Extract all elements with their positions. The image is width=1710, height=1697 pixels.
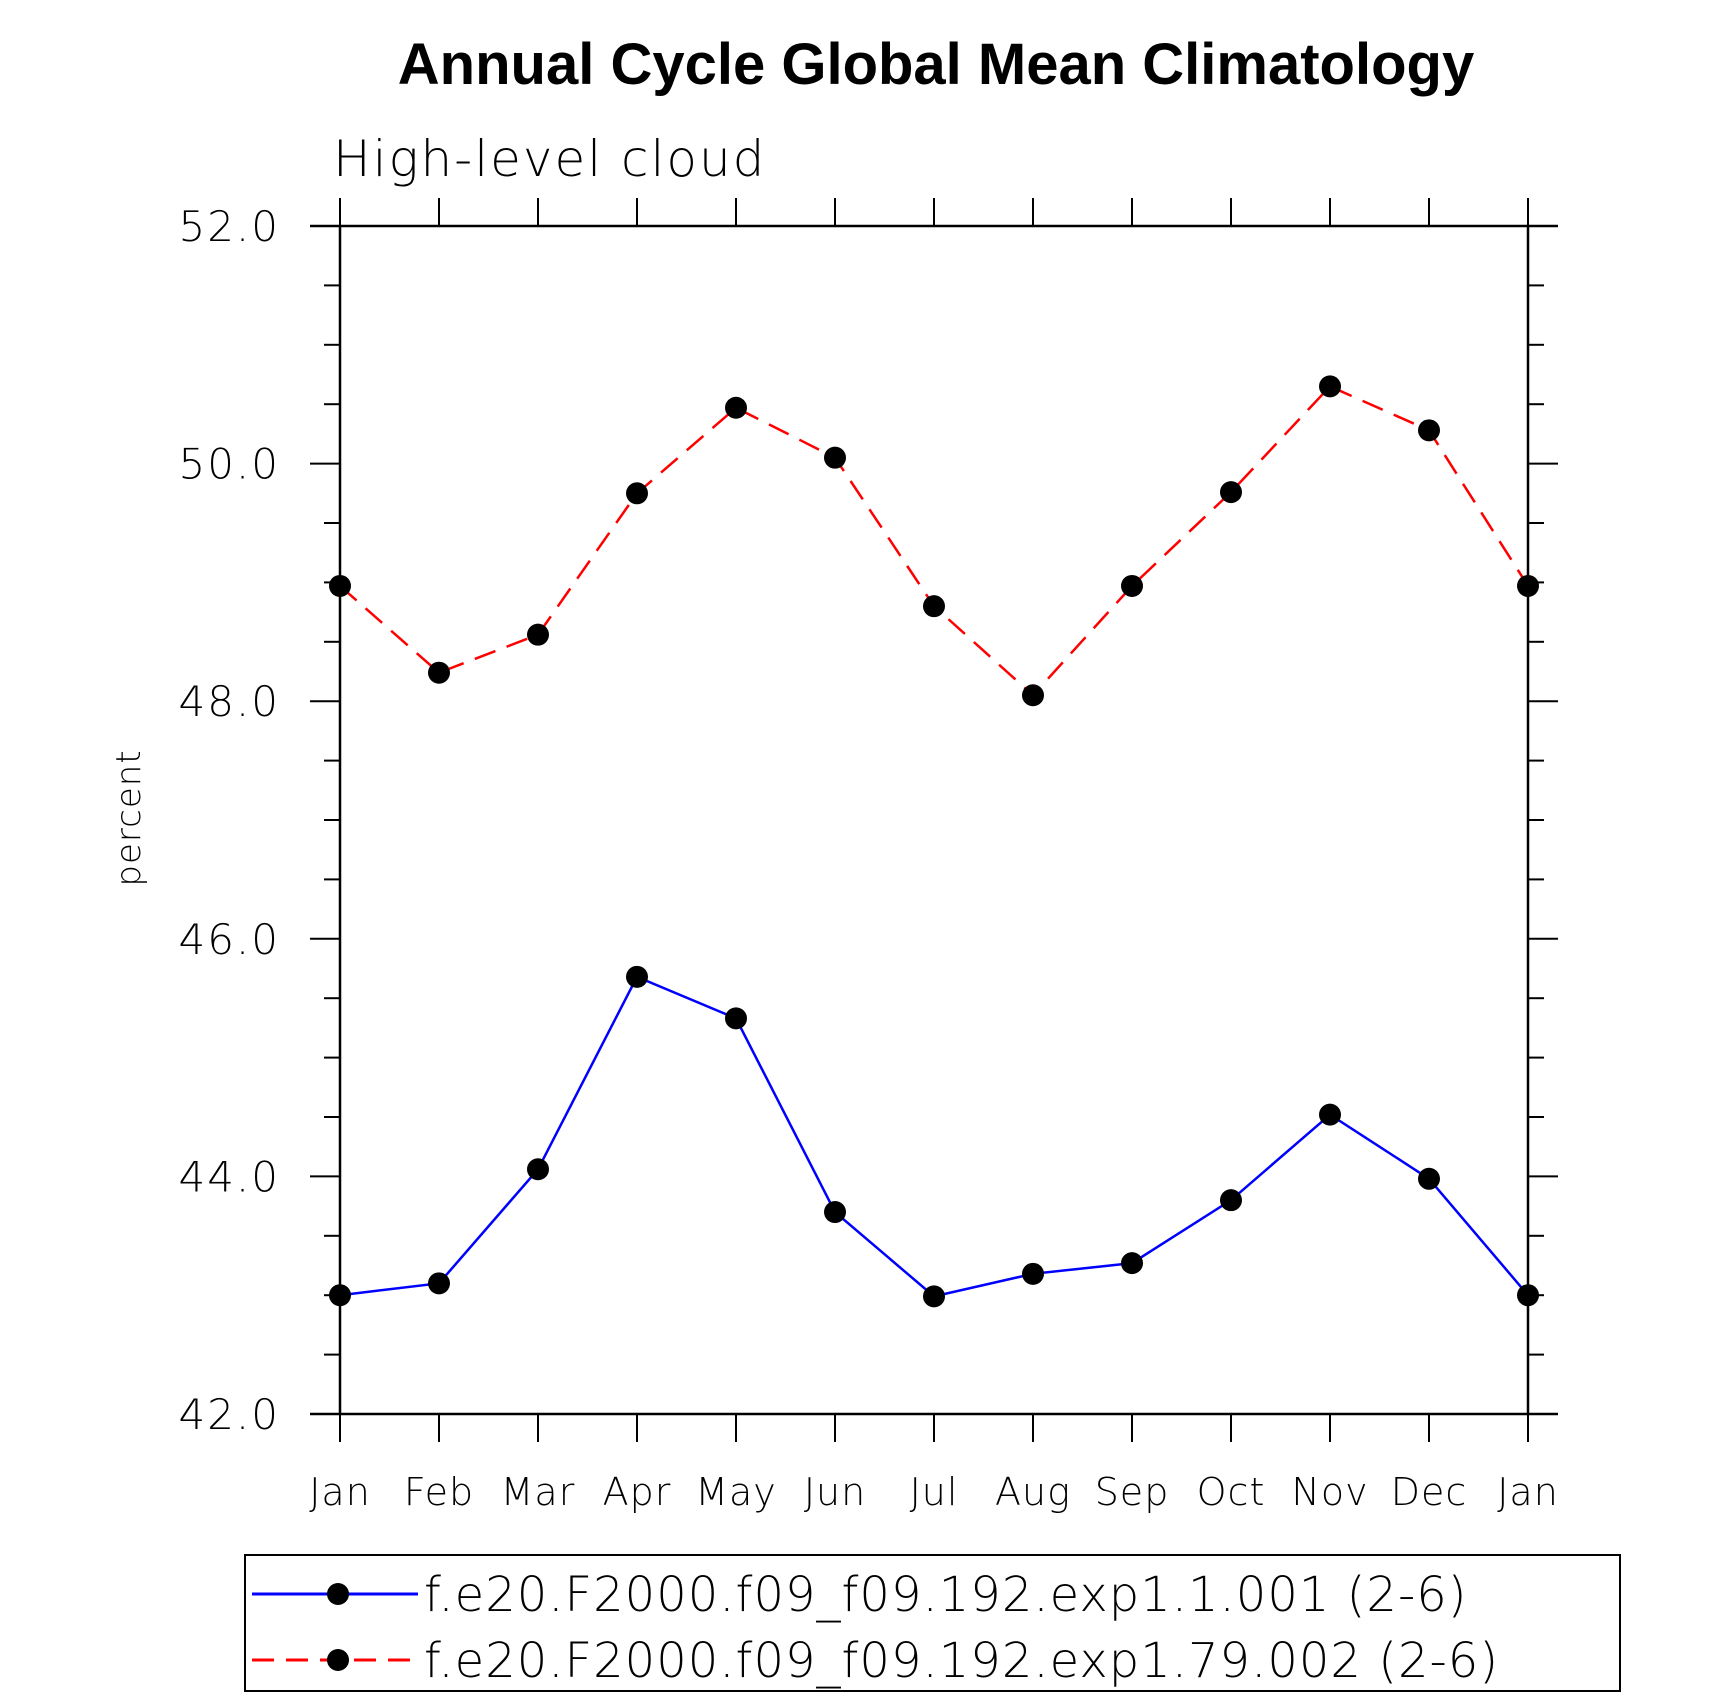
series-2-point [1319, 375, 1341, 398]
plot-axes [310, 198, 1558, 1442]
series-1-point [329, 1284, 351, 1307]
y-tick-label: 48.0 [178, 677, 280, 726]
y-tick-label: 50.0 [178, 440, 280, 489]
series-1-point [1517, 1284, 1539, 1307]
series-1-point [1022, 1262, 1044, 1285]
series-1-point [1220, 1189, 1242, 1212]
series-layer [329, 375, 1539, 1308]
chart-title: Annual Cycle Global Mean Climatology [398, 32, 1474, 97]
series-1-point [824, 1201, 846, 1224]
series-2-point [1121, 574, 1143, 597]
x-tick-label: May [695, 1470, 777, 1514]
series-2-point [725, 396, 747, 419]
series-2-point [428, 661, 450, 684]
series-2-point [329, 574, 351, 597]
x-tick-label: Apr [603, 1470, 672, 1514]
y-tick-label: 44.0 [178, 1152, 280, 1201]
series-line-1 [339, 975, 1529, 1298]
series-2-point [527, 623, 549, 646]
series-1-point [725, 1007, 747, 1030]
series-2-point [1418, 419, 1440, 442]
y-tick-label: 42.0 [178, 1390, 280, 1439]
series-1-point [1121, 1252, 1143, 1275]
legend-marker-series-2 [327, 1649, 349, 1671]
series-2-point [1517, 574, 1539, 597]
x-tick-label: Feb [404, 1470, 474, 1514]
x-tick-label: Dec [1391, 1470, 1468, 1514]
x-tick-label: Nov [1291, 1470, 1368, 1514]
x-tick-label: Jan [309, 1470, 371, 1514]
legend-label-series-1: f.e20.F2000.f09_f09.192.exp1.1.001 (2-6) [424, 1567, 1468, 1623]
series-2-point [1022, 684, 1044, 707]
x-tick-label: Sep [1095, 1470, 1170, 1514]
y-tick-labels: 42.0 44.0 46.0 48.0 50.0 52.0 [178, 202, 280, 1439]
x-tick-label: Jan [1497, 1470, 1559, 1514]
series-1-point [527, 1158, 549, 1181]
x-tick-labels: Jan Feb Mar Apr May Jun Jul Aug Sep Oct Nov Dec Jan [309, 1470, 1559, 1514]
y-tick-label: 52.0 [178, 202, 280, 251]
legend-box [244, 1554, 1621, 1692]
series-2-point [626, 482, 648, 505]
series-line-2 [339, 384, 1530, 698]
series-1-point [1418, 1167, 1440, 1190]
x-tick-label: Aug [995, 1470, 1071, 1514]
x-tick-label: Oct [1197, 1470, 1266, 1514]
series-1-point [428, 1272, 450, 1295]
x-tick-label: Mar [501, 1470, 576, 1514]
legend-label-series-2: f.e20.F2000.f09_f09.192.exp1.79.002 (2-6… [424, 1633, 1499, 1689]
legend-marker-series-1 [327, 1583, 349, 1605]
series-2-point [923, 595, 945, 618]
series-1-point [1319, 1103, 1341, 1126]
series-1-point [923, 1285, 945, 1308]
x-tick-label: Jul [910, 1470, 959, 1514]
legend: f.e20.F2000.f09_f09.192.exp1.1.001 (2-6)… [244, 1554, 1621, 1692]
series-2-point [824, 446, 846, 469]
y-tick-label: 46.0 [178, 915, 280, 964]
series-2-point [1220, 481, 1242, 504]
y-axis-label: percent [109, 749, 149, 886]
series-1-point [626, 965, 648, 988]
x-tick-label: Jun [804, 1470, 866, 1514]
chart-subtitle: High-level cloud [333, 130, 766, 188]
